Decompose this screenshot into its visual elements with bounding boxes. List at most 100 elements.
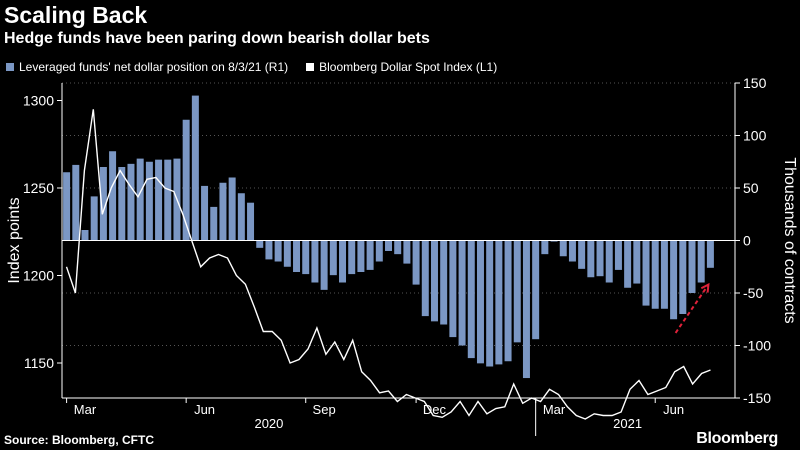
bar [440,240,448,325]
bar [109,151,117,241]
bar [660,240,668,309]
bar [385,240,392,251]
bar [348,240,356,275]
bar [522,240,530,379]
x-tick-label: Mar [74,402,97,417]
bar [311,240,319,283]
bar [81,230,89,241]
bar [559,240,567,257]
bar [633,240,641,284]
right-tick-label: 150 [743,75,767,91]
bar [578,240,586,269]
bar [99,167,107,241]
chart-title: Scaling Back [4,2,148,28]
year-label: 2021 [613,416,642,431]
right-tick-label: -50 [743,285,763,301]
bar [320,240,328,290]
right-tick-label: 0 [743,233,751,249]
right-tick-label: -100 [743,338,771,354]
bar [679,240,687,314]
bar [697,240,705,283]
legend-swatch-line [306,63,315,71]
right-axis-title: Thousands of contracts [781,157,798,323]
bar [670,240,678,320]
bar [375,240,383,262]
bar [265,240,273,260]
bar [118,167,126,241]
bar [458,240,466,346]
right-tick-label: 50 [743,180,759,196]
bar [274,240,282,262]
bar [403,240,411,264]
bar [329,240,337,276]
bar [605,240,613,283]
bar [201,185,209,241]
x-tick-label: Mar [543,402,566,417]
bar [155,159,163,241]
bar [63,172,71,241]
bar [210,206,218,241]
left-tick-label: 1300 [23,93,54,109]
bar [145,161,153,241]
bar [550,240,558,242]
bar [228,177,236,241]
bar [357,240,365,272]
chart-legend: Leveraged funds' net dollar position on … [6,60,509,74]
source-note: Source: Bloomberg, CFTC [4,433,155,447]
chart-subtitle: Hedge funds have been paring down bearis… [4,30,430,47]
bar [532,240,540,340]
left-axis-title: Index points [6,197,23,283]
year-label: 2020 [254,416,283,431]
bar [366,240,374,270]
bar [467,240,475,359]
legend-item-bars: Leveraged funds' net dollar position on … [6,60,288,74]
bar [486,240,494,367]
annotation-arrow-shaft [674,284,710,334]
bloomberg-logo: Bloomberg [696,430,778,447]
bar [688,240,696,293]
bar [90,196,98,241]
left-tick-label: 1200 [23,268,54,284]
bar [504,240,512,362]
bar [596,240,604,277]
bar [706,240,714,268]
bar [164,159,172,241]
bar [283,240,291,267]
bar [412,240,420,285]
bar [72,164,80,241]
bar [136,158,144,241]
x-tick-label: Jun [194,402,215,417]
bar [495,240,503,365]
bar [642,240,650,306]
x-tick-label: Dec [423,402,447,417]
bar [624,240,632,288]
x-tick-label: Sep [313,402,336,417]
bar [449,240,457,338]
annotation-arrow-head [700,282,710,293]
bar [614,240,622,270]
left-tick-label: 1150 [24,355,54,371]
bar [302,240,310,275]
bar [430,240,438,322]
legend-label-bars: Leveraged funds' net dollar position on … [19,60,289,74]
bar [293,240,301,272]
bar [587,240,595,278]
bar [339,240,347,283]
bar [568,240,576,262]
right-tick-label: -150 [743,390,771,406]
x-tick-label: Jun [663,402,684,417]
bar [421,240,429,317]
dollar-index-line [65,109,711,420]
legend-swatch-bars [6,63,14,71]
bar [651,240,659,309]
bar [127,163,135,241]
bar [247,202,255,241]
bar [476,240,484,364]
legend-item-line: Bloomberg Dollar Spot Index (L1) [306,60,497,74]
bar [191,95,199,241]
bar [237,193,245,241]
bar [513,240,521,343]
bar [541,240,549,255]
bar [394,240,402,255]
